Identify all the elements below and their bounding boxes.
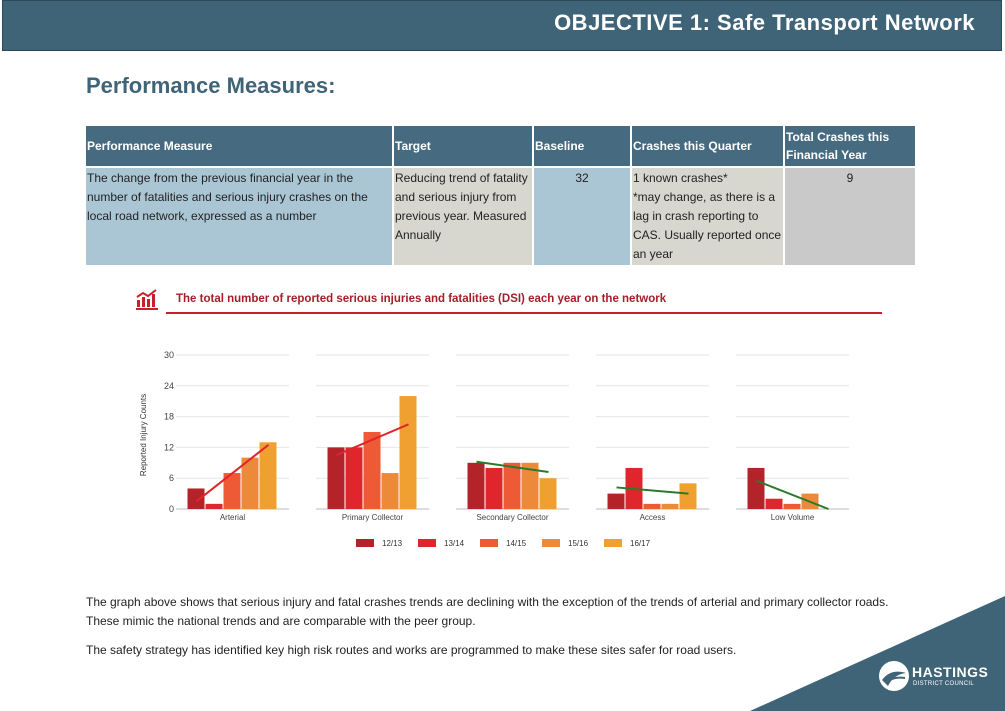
bar [259, 442, 277, 509]
trend-line [195, 444, 270, 503]
legend-swatch [542, 539, 560, 547]
legend-label: 14/15 [506, 539, 527, 548]
bar [467, 462, 485, 509]
bar [747, 467, 765, 509]
cell-total: 9 [784, 166, 915, 265]
x-category-label: Secondary Collector [476, 513, 548, 522]
legend-swatch [480, 539, 498, 547]
legend-swatch [356, 539, 374, 547]
col-header-baseline: Baseline [533, 126, 632, 167]
x-category-label: Primary Collector [342, 513, 404, 522]
bar [765, 498, 783, 509]
y-tick-label: 30 [164, 350, 174, 360]
bar [327, 447, 345, 509]
paragraph-2: The safety strategy has identified key h… [86, 643, 737, 657]
logo-subtitle: DISTRICT COUNCIL [913, 681, 975, 687]
y-axis-label: Reported Injury Counts [139, 394, 148, 476]
category-group: Arterial [176, 354, 289, 522]
table-row: The change from the previous financial y… [86, 166, 915, 265]
bar [607, 493, 625, 509]
cell-target: Reducing trend of fatality and serious i… [393, 166, 534, 265]
legend-label: 12/13 [382, 539, 403, 548]
legend-label: 15/16 [568, 539, 589, 548]
paragraph-1: The graph above shows that serious injur… [86, 595, 889, 628]
chart-title: The total number of reported serious inj… [176, 293, 667, 305]
bar [485, 467, 503, 509]
trend-line [616, 486, 689, 495]
y-tick-label: 12 [164, 442, 174, 452]
bar-chart-icon [136, 289, 158, 310]
y-tick-label: 0 [169, 504, 174, 514]
x-category-label: Access [640, 513, 666, 522]
category-group: Secondary Collector [456, 354, 569, 522]
dsi-bar-chart: Reported Injury Counts 0 6 12 18 24 30 Arteri… [139, 350, 849, 548]
bar [223, 473, 241, 509]
col-header-measure: Performance Measure [86, 126, 394, 167]
bar [521, 462, 539, 509]
col-header-target: Target [393, 126, 534, 167]
legend-label: 16/17 [630, 539, 651, 548]
cell-quarter-line1: 1 known crashes* [633, 171, 728, 185]
col-header-quarter: Crashes this Quarter [631, 126, 785, 167]
bar [539, 478, 557, 509]
performance-table: Performance Measure Target Baseline Cras… [86, 126, 915, 265]
bar [381, 473, 399, 509]
category-group: Primary Collector [316, 354, 429, 522]
page-header-title: OBJECTIVE 1: Safe Transport Network [554, 10, 975, 35]
legend-swatch [418, 539, 436, 547]
trend-line [476, 460, 549, 474]
bar [345, 447, 363, 509]
bar [205, 503, 223, 509]
chart-title-underline [166, 312, 882, 314]
page-header: OBJECTIVE 1: Safe Transport Network [2, 0, 1002, 51]
cell-baseline: 32 [533, 166, 632, 265]
trend-line [756, 479, 829, 510]
bar [241, 457, 259, 509]
section-title: Performance Measures: [86, 73, 336, 98]
bar [643, 503, 661, 509]
x-category-label: Arterial [220, 513, 246, 522]
bar [399, 396, 417, 509]
logo-name: HASTINGS [912, 664, 989, 680]
y-tick-label: 18 [164, 412, 174, 422]
y-tick-label: 6 [169, 473, 174, 483]
cell-quarter-line2: *may change, as there is a lag in crash … [633, 190, 782, 261]
bar [363, 432, 381, 509]
hastings-logo: HASTINGS DISTRICT COUNCIL [878, 660, 988, 697]
cell-quarter: 1 known crashes* *may change, as there i… [631, 166, 785, 265]
table-header-row: Performance Measure Target Baseline Cras… [86, 126, 915, 167]
y-tick-label: 24 [164, 381, 174, 391]
bar [187, 488, 205, 509]
legend-label: 13/14 [444, 539, 465, 548]
bar [503, 462, 521, 509]
cell-measure: The change from the previous financial y… [86, 166, 394, 265]
bar [783, 503, 801, 509]
legend-swatch [604, 539, 622, 547]
bar [679, 483, 697, 509]
corner-decoration [750, 596, 1005, 711]
x-category-label: Low Volume [771, 513, 815, 522]
col-header-total: Total Crashes this Financial Year [784, 126, 915, 167]
logo-emblem-icon [879, 661, 909, 691]
trend-line [336, 423, 409, 457]
category-group: Access [596, 354, 709, 522]
category-group: Low Volume [736, 354, 849, 522]
bar [661, 503, 679, 509]
